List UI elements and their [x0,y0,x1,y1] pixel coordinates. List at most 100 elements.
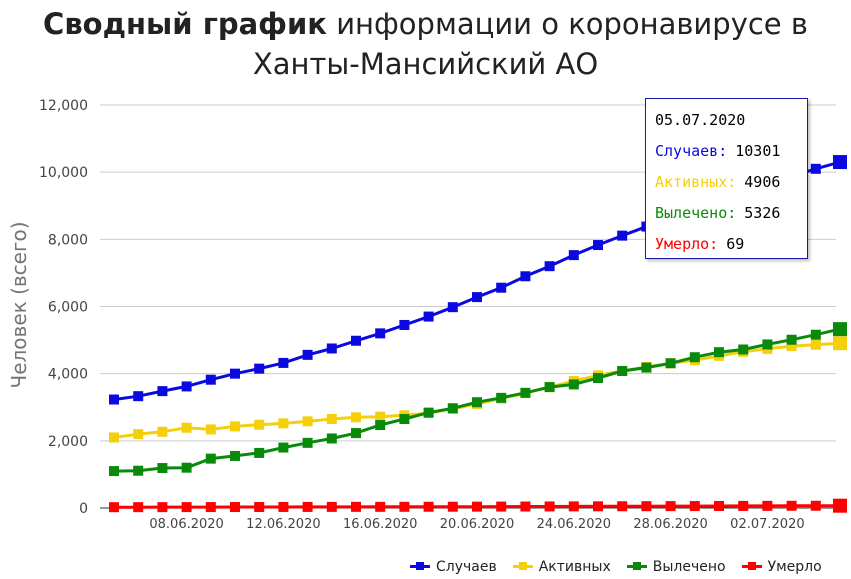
legend-item[interactable]: Активных [512,559,611,575]
series-1-point[interactable] [351,335,361,346]
series-4-point[interactable] [810,500,821,511]
series-4-point[interactable] [593,501,603,512]
series-1-point[interactable] [230,368,240,379]
series-4-point[interactable] [326,501,337,512]
series-3-point[interactable] [833,322,847,337]
series-3-point[interactable] [181,462,192,473]
series-4-point[interactable] [351,501,361,512]
series-3-point[interactable] [326,433,337,444]
series-1-point[interactable] [302,349,313,360]
series-4-point[interactable] [544,501,555,512]
series-4-point[interactable] [205,502,216,513]
series-3-point[interactable] [205,453,216,464]
series-1-point[interactable] [617,230,628,241]
series-2-point[interactable] [230,421,240,432]
series-4-point[interactable] [133,502,144,513]
series-3-point[interactable] [157,463,168,474]
series-3-point[interactable] [447,403,458,414]
series-4-point[interactable] [278,501,289,512]
series-1-point[interactable] [447,302,458,313]
series-3-point[interactable] [786,334,797,345]
series-3-point[interactable] [544,382,555,393]
series-1-point[interactable] [326,343,337,354]
series-1-point[interactable] [544,261,555,272]
series-4-point[interactable] [157,502,168,513]
series-3-point[interactable] [351,428,361,439]
series-1-point[interactable] [375,328,386,339]
series-3-point[interactable] [254,447,265,458]
series-1-point[interactable] [399,319,410,330]
series-4-point[interactable] [520,501,531,512]
series-3-point[interactable] [109,466,119,477]
series-1-point[interactable] [520,271,531,282]
series-2-point[interactable] [351,412,361,423]
series-1-point[interactable] [472,292,482,303]
series-1-point[interactable] [496,282,507,293]
series-3-point[interactable] [133,465,144,476]
legend-item[interactable]: Случаев [410,559,497,575]
series-1-point[interactable] [593,240,603,251]
series-3-point[interactable] [472,397,482,408]
series-4-point[interactable] [254,501,265,512]
series-4-point[interactable] [568,501,579,512]
series-4-point[interactable] [399,501,410,512]
series-3-point[interactable] [375,420,386,431]
series-4-point[interactable] [496,501,507,512]
series-1-point[interactable] [205,374,216,385]
series-3-point[interactable] [738,344,749,355]
series-2-point[interactable] [786,341,797,352]
series-4-point[interactable] [689,501,700,512]
series-1-point[interactable] [133,391,144,402]
series-4-point[interactable] [302,501,313,512]
series-1-point[interactable] [810,163,821,174]
legend-item[interactable]: Вылечено [626,559,726,575]
series-2-point[interactable] [133,429,144,440]
series-3-point[interactable] [641,362,652,373]
series-3-point[interactable] [302,437,313,448]
series-3-point[interactable] [520,387,531,398]
series-1-point[interactable] [109,394,119,405]
series-4-point[interactable] [181,502,192,513]
series-1-point[interactable] [181,381,192,392]
series-4-point[interactable] [762,500,773,511]
series-3-point[interactable] [617,365,628,376]
series-4-point[interactable] [641,501,652,512]
series-4-point[interactable] [738,500,749,511]
series-2-point[interactable] [833,336,847,351]
series-4-point[interactable] [472,501,482,512]
series-3-point[interactable] [423,407,434,418]
series-2-point[interactable] [254,419,265,430]
legend-item[interactable]: Умерло [741,559,822,575]
series-3-point[interactable] [568,379,579,390]
series-3-point[interactable] [714,347,724,358]
series-4-point[interactable] [617,501,628,512]
series-3-point[interactable] [230,450,240,461]
series-4-point[interactable] [833,498,847,513]
series-2-point[interactable] [157,426,168,437]
series-3-point[interactable] [399,414,410,425]
series-4-point[interactable] [375,501,386,512]
series-3-point[interactable] [762,339,773,350]
series-4-point[interactable] [714,500,724,511]
series-2-point[interactable] [326,414,337,425]
series-4-point[interactable] [665,501,676,512]
series-2-point[interactable] [375,411,386,422]
series-3-point[interactable] [810,329,821,340]
series-4-point[interactable] [786,500,797,511]
series-3-point[interactable] [593,373,603,384]
series-3-point[interactable] [496,392,507,403]
series-1-point[interactable] [568,250,579,261]
series-1-point[interactable] [833,155,847,170]
series-2-point[interactable] [278,418,289,429]
series-1-point[interactable] [157,386,168,397]
series-4-point[interactable] [423,501,434,512]
series-4-point[interactable] [230,502,240,513]
series-4-point[interactable] [109,502,119,513]
series-4-point[interactable] [447,501,458,512]
series-2-point[interactable] [205,424,216,435]
series-3-point[interactable] [689,352,700,363]
series-2-point[interactable] [302,416,313,427]
series-2-point[interactable] [109,432,119,443]
series-3-point[interactable] [278,442,289,453]
series-1-point[interactable] [278,357,289,368]
